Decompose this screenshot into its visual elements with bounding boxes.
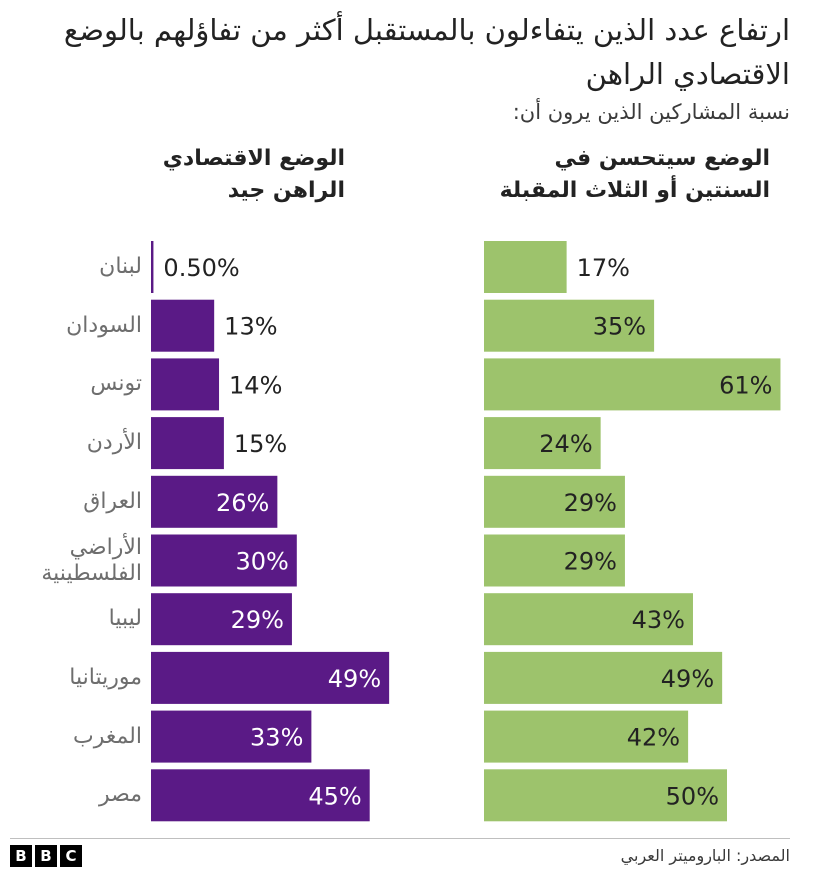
value-label-future-improve: 49% <box>661 665 714 693</box>
bar-current-economy <box>151 593 292 646</box>
value-label-current-economy: 26% <box>216 489 269 517</box>
bar-future-improve <box>484 475 625 528</box>
value-label-current-economy: 13% <box>224 313 277 341</box>
bar-current-economy <box>151 710 312 763</box>
bar-current-economy <box>151 475 278 528</box>
bar-future-improve <box>484 593 693 646</box>
country-label: السودان <box>66 312 142 338</box>
value-label-current-economy: 29% <box>231 606 284 634</box>
bbc-logo-b2: B <box>35 845 57 867</box>
country-label: مصر <box>98 782 142 808</box>
value-label-future-improve: 50% <box>666 782 719 810</box>
bar-current-economy <box>151 358 220 411</box>
source-note: المصدر: الباروميتر العربي <box>620 846 790 865</box>
bar-future-improve <box>484 769 727 822</box>
bar-current-economy <box>151 769 370 822</box>
bar-future-improve <box>484 241 567 293</box>
value-label-future-improve: 43% <box>632 606 685 634</box>
bar-future-improve <box>484 534 625 587</box>
value-label-current-economy: 33% <box>250 724 303 752</box>
value-label-future-improve: 29% <box>564 489 617 517</box>
value-label-current-economy: 45% <box>308 782 361 810</box>
value-label-future-improve: 29% <box>564 548 617 576</box>
country-label: الأردن <box>86 430 142 456</box>
bbc-logo: B B C <box>10 845 82 867</box>
country-label: الأراضي الفلسطينية <box>41 534 142 586</box>
bar-current-economy <box>151 534 297 587</box>
value-label-future-improve: 61% <box>719 371 772 399</box>
value-label-future-improve: 17% <box>577 254 630 282</box>
bar-future-improve <box>484 358 781 411</box>
chart-title: ارتفاع عدد الذين يتفاءلون بالمستقبل أكثر… <box>63 13 790 91</box>
series-header-future-improve: الوضع سيتحسن في السنتين أو الثلاث المقبل… <box>499 146 770 203</box>
country-label: العراق <box>83 488 142 514</box>
bar-current-economy <box>151 417 224 470</box>
bbc-logo-c: C <box>60 845 82 867</box>
country-label: المغرب <box>73 723 142 749</box>
country-label: تونس <box>90 371 142 397</box>
bar-future-improve <box>484 651 723 704</box>
chart-subtitle: نسبة المشاركين الذين يرون أن: <box>512 100 790 124</box>
bar-future-improve <box>484 710 689 763</box>
value-label-current-economy: 30% <box>235 548 288 576</box>
country-label: لبنان <box>99 254 142 279</box>
bar-future-improve <box>484 299 655 352</box>
value-label-current-economy: 49% <box>328 665 381 693</box>
series-header-current-economy: الوضع الاقتصادي الراهن جيد <box>162 146 345 203</box>
value-label-current-economy: 0.50% <box>163 254 239 282</box>
value-label-future-improve: 35% <box>593 313 646 341</box>
value-label-current-economy: 15% <box>234 430 287 458</box>
bar-current-economy <box>151 651 390 704</box>
bar-current-economy <box>151 299 215 352</box>
bar-current-economy <box>151 241 154 293</box>
bar-future-improve <box>484 417 601 470</box>
value-label-future-improve: 24% <box>539 430 592 458</box>
country-label: موريتانيا <box>69 664 142 690</box>
country-label: ليبيا <box>108 606 142 632</box>
bbc-logo-b1: B <box>10 845 32 867</box>
footer-divider <box>10 838 790 839</box>
value-label-current-economy: 14% <box>229 371 282 399</box>
value-label-future-improve: 42% <box>627 724 680 752</box>
